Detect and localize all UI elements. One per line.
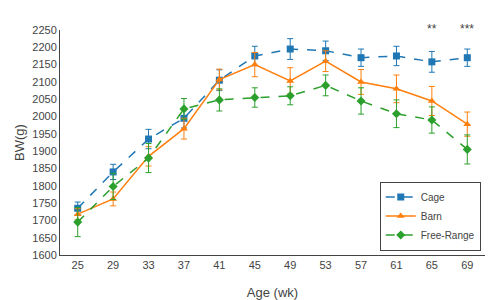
svg-text:29: 29 [107,259,119,271]
svg-text:69: 69 [461,259,473,271]
svg-text:2200: 2200 [32,41,56,53]
svg-text:33: 33 [142,259,154,271]
svg-text:1650: 1650 [32,232,56,244]
svg-text:Age (wk): Age (wk) [247,285,298,300]
svg-text:***: *** [460,22,474,36]
svg-text:2000: 2000 [32,110,56,122]
svg-text:BW(g): BW(g) [12,124,27,161]
svg-text:Free-Range: Free-Range [421,230,475,241]
svg-text:49: 49 [284,259,296,271]
svg-text:1900: 1900 [32,145,56,157]
svg-text:2050: 2050 [32,93,56,105]
svg-text:2100: 2100 [32,76,56,88]
svg-text:25: 25 [72,259,84,271]
svg-text:45: 45 [249,259,261,271]
svg-text:1750: 1750 [32,197,56,209]
svg-text:61: 61 [390,259,402,271]
svg-text:2250: 2250 [32,24,56,36]
svg-text:Barn: Barn [421,211,442,222]
svg-text:2150: 2150 [32,58,56,70]
svg-text:65: 65 [426,259,438,271]
svg-text:1700: 1700 [32,214,56,226]
svg-text:1800: 1800 [32,180,56,192]
svg-text:41: 41 [213,259,225,271]
svg-text:37: 37 [178,259,190,271]
svg-text:1950: 1950 [32,128,56,140]
svg-text:Cage: Cage [421,192,445,203]
svg-text:1850: 1850 [32,162,56,174]
svg-text:**: ** [427,22,437,36]
svg-text:57: 57 [355,259,367,271]
svg-text:1600: 1600 [32,249,56,261]
svg-text:53: 53 [320,259,332,271]
